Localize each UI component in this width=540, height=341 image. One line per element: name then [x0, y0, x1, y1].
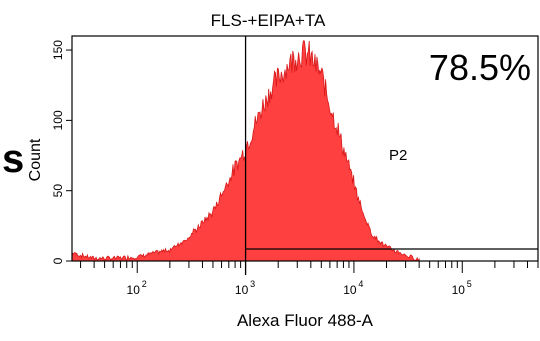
x-tick-exponent: 2 — [142, 279, 147, 289]
x-tick-label: 10 — [235, 283, 249, 297]
x-tick-label: 10 — [343, 283, 357, 297]
gate-percent-label: 78.5% — [429, 47, 531, 88]
x-tick-label: 10 — [452, 283, 466, 297]
side-label: s — [2, 137, 24, 181]
plot-frame — [71, 35, 539, 262]
y-axis-label: Count — [27, 138, 44, 181]
x-tick-exponent: 5 — [467, 279, 472, 289]
x-axis-label: Alexa Fluor 488-A — [237, 311, 374, 330]
x-tick-label: 10 — [127, 283, 141, 297]
gate-label: P2 — [389, 147, 407, 164]
y-tick-label: 0 — [51, 257, 65, 264]
y-tick-label: 50 — [51, 184, 65, 198]
y-tick-label: 150 — [51, 40, 65, 60]
chart-title: FLS-+EIPA+TA — [211, 11, 326, 30]
y-tick-label: 100 — [51, 110, 65, 130]
x-tick-exponent: 3 — [250, 279, 255, 289]
x-tick-exponent: 4 — [358, 279, 363, 289]
